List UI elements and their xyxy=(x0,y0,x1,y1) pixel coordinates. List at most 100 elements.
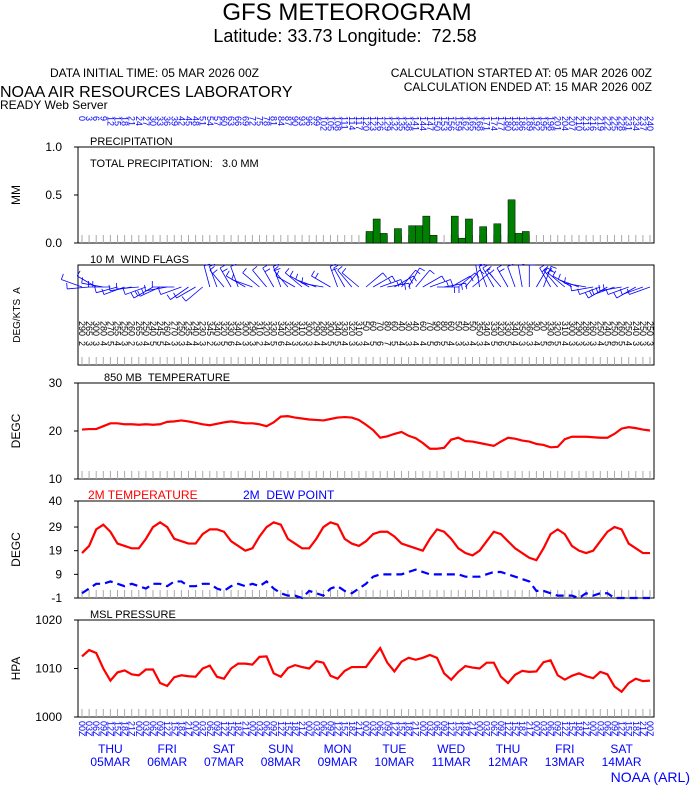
forecast-hour-label: 174 xyxy=(489,116,499,131)
wind-direction-label: 280 xyxy=(581,321,591,336)
wind-direction-label: 260 xyxy=(588,321,598,336)
wind-speed-label: 4 xyxy=(233,341,243,346)
wind-direction-label: 310 xyxy=(255,321,265,336)
forecast-hour-label: 117 xyxy=(354,116,364,130)
wind-speed-label: 4 xyxy=(191,341,201,346)
series-line xyxy=(81,646,651,694)
wind-barb xyxy=(60,273,83,288)
wind-barb xyxy=(219,264,232,288)
hour-label: 09Z xyxy=(326,721,336,737)
wind-direction-label: 40 xyxy=(397,321,407,331)
initial-time: DATA INITIAL TIME: 05 MAR 2026 00Z xyxy=(50,66,259,80)
wind-direction-label: 340 xyxy=(276,321,286,336)
wind-speed-label: 2 xyxy=(127,341,137,346)
hour-label: 12Z xyxy=(446,721,456,737)
wind-speed-label: 3 xyxy=(475,341,485,346)
forecast-hour-label: 54 xyxy=(205,116,215,126)
y-axis-label: DEGC xyxy=(9,413,23,448)
wind-direction-label: 270 xyxy=(169,321,179,336)
server: READY Web Server xyxy=(0,98,108,112)
wind-direction-label: 300 xyxy=(326,321,336,336)
hour-label: 06Z xyxy=(375,721,385,737)
forecast-hour-label: 183 xyxy=(510,116,520,131)
hour-label: 00Z xyxy=(361,721,371,737)
wind-direction-label: 250 xyxy=(610,321,620,336)
wind-speed-label: 4 xyxy=(418,341,428,346)
wind-speed-label: 4 xyxy=(283,341,293,346)
hour-label: 09Z xyxy=(439,721,449,737)
hour-label: 09Z xyxy=(269,721,279,737)
hour-label: 15Z xyxy=(567,721,577,737)
wind-speed-label: 4 xyxy=(311,341,321,346)
wind-speed-label: 7 xyxy=(382,341,392,346)
wind-barb xyxy=(166,286,189,300)
wind-barb xyxy=(557,273,580,288)
forecast-hour-label: 6 xyxy=(91,116,101,121)
wind-direction-label: 70 xyxy=(425,321,435,331)
y-axis-label: MM xyxy=(9,185,23,205)
wind-direction-label: 250 xyxy=(120,321,130,336)
hour-label: 06Z xyxy=(318,721,328,737)
hour-label: 12Z xyxy=(503,721,513,737)
wind-speed-label: 4 xyxy=(510,341,520,346)
wind-speed-label: 2 xyxy=(255,341,265,346)
hour-label: 03Z xyxy=(255,721,265,737)
wind-direction-label: 310 xyxy=(354,321,364,336)
y-axis-label: DEG/KTS A xyxy=(12,287,23,343)
wind-direction-label: 60 xyxy=(446,321,456,331)
wind-speed-label: 3 xyxy=(169,341,179,346)
forecast-hour-label: 216 xyxy=(588,116,598,131)
wind-speed-label: 5 xyxy=(539,341,549,346)
hour-label: 18Z xyxy=(233,721,243,737)
wind-speed-label: 3 xyxy=(176,341,186,346)
wind-speed-label: 3 xyxy=(120,341,130,346)
wind-speed-label: 3 xyxy=(638,341,648,346)
hour-label: 12Z xyxy=(389,721,399,737)
wind-speed-label: 3 xyxy=(453,341,463,346)
date-label: 11MAR xyxy=(432,755,471,769)
wind-barb xyxy=(539,264,551,288)
wind-barb xyxy=(301,277,324,288)
forecast-hour-label: 138 xyxy=(404,116,414,131)
hour-label: 03Z xyxy=(311,721,321,737)
wind-barb xyxy=(415,269,435,288)
forecast-hour-label: 99 xyxy=(311,116,321,126)
wind-direction-label: 330 xyxy=(546,321,556,336)
hour-label: 21Z xyxy=(638,721,648,737)
forecast-hour-label: 21 xyxy=(127,116,137,126)
precip-bar xyxy=(450,215,459,244)
wind-direction-label: 245 xyxy=(155,321,165,336)
forecast-hour-label: 129 xyxy=(382,116,392,131)
wind-barb xyxy=(203,263,211,288)
precip-bar xyxy=(415,225,424,244)
hour-label: 18Z xyxy=(347,721,357,737)
date-label: 08MAR xyxy=(261,755,301,769)
forecast-hour-label: 75 xyxy=(255,116,265,126)
hour-label: 12Z xyxy=(105,721,115,737)
hour-label: 06Z xyxy=(262,721,272,737)
hour-label: 06Z xyxy=(205,721,215,737)
y-tick-label: 0.0 xyxy=(45,236,62,250)
wind-speed-label: 5 xyxy=(602,341,612,346)
wind-direction-label: 30 xyxy=(531,321,541,331)
hour-label: 00Z xyxy=(645,721,655,737)
hour-label: 18Z xyxy=(120,721,130,737)
hour-label: 21Z xyxy=(240,721,250,737)
wind-speed-label: 3 xyxy=(567,341,577,346)
wind-direction-label: 340 xyxy=(333,321,343,336)
series-line xyxy=(81,520,650,562)
wind-barb xyxy=(242,268,260,288)
hour-label: 03Z xyxy=(198,721,208,737)
forecast-hour-label: 207 xyxy=(567,116,577,131)
wind-barb xyxy=(88,281,111,288)
wind-speed-label: 3 xyxy=(588,341,598,346)
wind-speed-label: 3 xyxy=(354,341,364,346)
precip-bar xyxy=(458,237,466,244)
y-tick-label: 9 xyxy=(55,567,62,581)
hour-label: 09Z xyxy=(155,721,165,737)
wind-speed-label: 3 xyxy=(91,341,101,346)
wind-barb xyxy=(151,281,175,288)
precip-bar xyxy=(379,233,388,244)
wind-speed-label: 4 xyxy=(624,341,634,346)
wind-speed-label: 5 xyxy=(333,341,343,346)
